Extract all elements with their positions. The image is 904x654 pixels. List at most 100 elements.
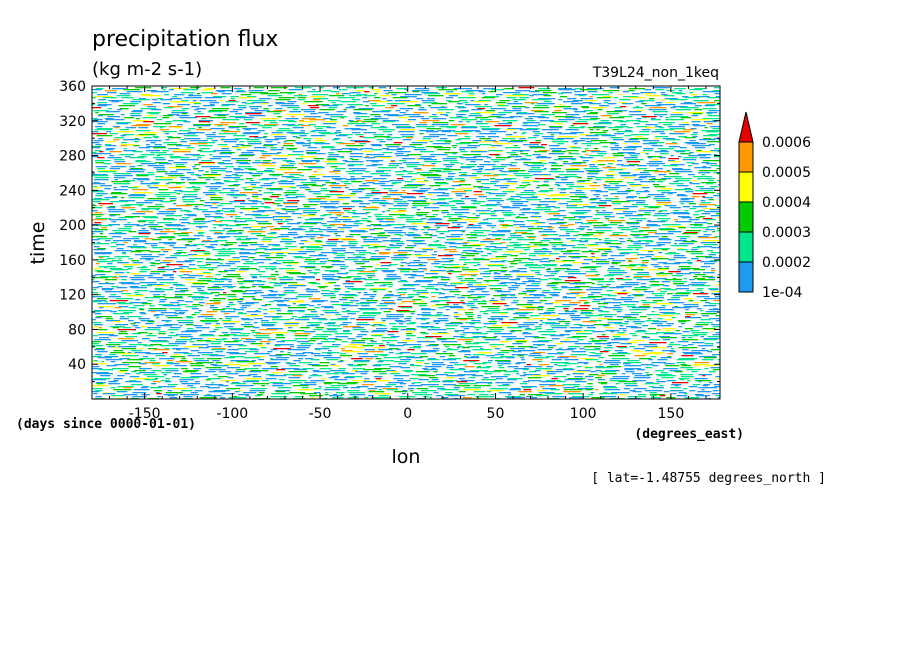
heatmap-cell (506, 199, 521, 201)
heatmap-cell (115, 298, 134, 300)
heatmap-cell (664, 176, 683, 178)
heatmap-cell (275, 99, 291, 101)
heatmap-cell (402, 139, 412, 141)
heatmap-cell (379, 308, 393, 310)
heatmap-cell (393, 361, 410, 363)
heatmap-cell (512, 108, 522, 110)
heatmap-cell (319, 109, 335, 111)
heatmap-cell (571, 351, 587, 353)
heatmap-cell (221, 146, 231, 148)
heatmap-cell (577, 183, 595, 185)
heatmap-cell (604, 251, 613, 253)
heatmap-cell (458, 100, 468, 102)
heatmap-cell (123, 148, 127, 150)
heatmap-cell (494, 143, 513, 145)
heatmap-cell (111, 181, 130, 183)
heatmap-cell (641, 227, 650, 229)
heatmap-cell (460, 166, 475, 168)
heatmap-cell (355, 116, 370, 118)
heatmap-cell (515, 227, 521, 229)
heatmap-cell (239, 192, 258, 194)
heatmap-cell (651, 131, 665, 133)
heatmap-cell (649, 342, 667, 344)
heatmap-cell (142, 95, 161, 97)
heatmap-cell (301, 215, 316, 217)
heatmap-cell (237, 278, 244, 280)
heatmap-cell (211, 140, 218, 142)
heatmap-cell (458, 319, 468, 321)
heatmap-cell (528, 267, 545, 269)
heatmap-cell (445, 166, 453, 168)
heatmap-cell (207, 247, 216, 249)
heatmap-cell (258, 266, 277, 268)
heatmap-cell (562, 260, 575, 262)
heatmap-cell (122, 327, 132, 329)
heatmap-cell (440, 279, 450, 281)
heatmap-cell (510, 263, 518, 265)
heatmap-cell (481, 183, 497, 185)
heatmap-cell (402, 284, 421, 286)
heatmap-cell (699, 356, 717, 358)
heatmap-cell (177, 133, 196, 135)
heatmap-cell (598, 306, 606, 308)
heatmap-cell (172, 151, 191, 153)
heatmap-cell (205, 264, 211, 266)
heatmap-cell (215, 274, 221, 276)
heatmap-cell (206, 236, 211, 238)
heatmap-cell (274, 283, 287, 285)
heatmap-cell (447, 220, 458, 222)
heatmap-cell (275, 102, 285, 104)
heatmap-cell (578, 300, 588, 302)
heatmap-cell (379, 345, 385, 347)
heatmap-cell (254, 353, 271, 355)
heatmap-cell (656, 332, 675, 334)
heatmap-cell (472, 349, 492, 351)
heatmap-cell (603, 350, 611, 352)
heatmap-cell (667, 231, 682, 233)
heatmap-cell (438, 255, 453, 257)
heatmap-cell (574, 343, 592, 345)
heatmap-cell (177, 104, 190, 106)
heatmap-cell (236, 361, 255, 363)
heatmap-cell (499, 140, 508, 142)
heatmap-cell (538, 150, 550, 152)
heatmap-cell (228, 127, 240, 129)
heatmap-cell (713, 154, 718, 156)
heatmap-cell (721, 314, 730, 315)
heatmap-cell (582, 235, 590, 237)
heatmap-cell (513, 232, 528, 234)
heatmap-cell (431, 103, 447, 105)
heatmap-cell (371, 335, 383, 337)
heatmap-cell (531, 283, 540, 285)
heatmap-cell (579, 138, 599, 140)
heatmap-cell (421, 327, 429, 329)
heatmap-cell (416, 172, 433, 174)
heatmap-cell (210, 199, 224, 201)
heatmap-cell (712, 354, 720, 356)
heatmap-cell (209, 168, 227, 170)
heatmap-cell (387, 232, 406, 234)
heatmap-cell (305, 358, 314, 360)
heatmap-cell (251, 298, 256, 300)
heatmap-cell (682, 349, 689, 351)
heatmap-cell (525, 288, 542, 290)
heatmap-cell (678, 216, 690, 218)
heatmap-cell (444, 152, 458, 154)
heatmap-cell (261, 227, 267, 229)
heatmap-cell (698, 170, 717, 172)
heatmap-cell (615, 196, 619, 198)
heatmap-cell (461, 126, 477, 128)
heatmap-cell (405, 164, 424, 166)
heatmap-cell (636, 351, 644, 353)
heatmap-cell (554, 123, 563, 125)
heatmap-cell (313, 329, 323, 331)
heatmap-cell (387, 134, 393, 136)
heatmap-cell (351, 289, 365, 291)
heatmap-cell (148, 187, 159, 189)
heatmap-cell (372, 322, 386, 324)
heatmap-cell (719, 253, 720, 255)
heatmap-cell (637, 214, 651, 216)
heatmap-cell (285, 161, 295, 163)
heatmap-cell (528, 169, 546, 171)
heatmap-cell (691, 240, 696, 242)
